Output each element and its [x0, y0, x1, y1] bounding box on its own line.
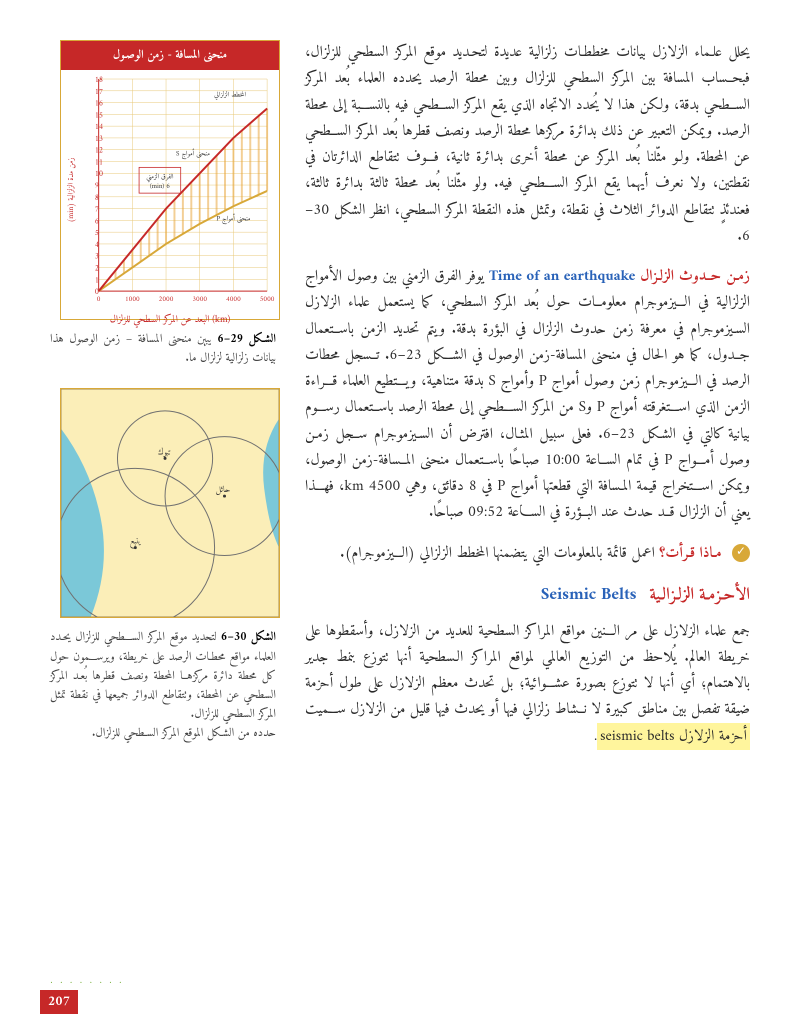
p2-text: يوفر الفرق الزمني بين وصول الأمواج الزلز… — [305, 263, 750, 526]
p3-highlight: أحزمة الزلازل seismic belts — [597, 723, 750, 750]
svg-text:المخطط الزلزالي: المخطط الزلزالي — [214, 90, 246, 102]
svg-text:3000: 3000 — [192, 294, 207, 306]
page-number: 207 — [40, 990, 78, 1014]
svg-text:1000: 1000 — [125, 294, 140, 306]
chart-xlabel: (km) البعد عن المركز السطحي للزلزال — [61, 310, 279, 332]
paragraph-1: يحلل علـماء الزلازل بيانات مخططـات زلزال… — [305, 40, 750, 250]
p3a: جمع علماء الزلازل على مر الـــنين مواقع … — [305, 618, 750, 724]
svg-text:5000: 5000 — [260, 294, 275, 306]
paragraph-2: زمـن حــدوث الزلـزال Time of an earthqua… — [305, 264, 750, 527]
caption-29: الشـكل 29–6 يبين منحنى المسافة – زمن الو… — [50, 330, 280, 368]
svg-text:6 (min): 6 (min) — [150, 181, 170, 193]
chart-title: منحنى المسافة - زمن الوصـول — [61, 41, 279, 70]
svg-text:زمن مدة الزلزالية (min): زمن مدة الزلزالية (min) — [65, 157, 79, 222]
epicenter-map: تبوك حائل ينبع — [60, 388, 280, 618]
readq-label: مـاذا قـرأت؟ — [659, 540, 721, 567]
svg-text:4000: 4000 — [226, 294, 241, 306]
readq-text: اعمل قائمة بالمعلومات التي يتضمنها المخط… — [340, 540, 655, 567]
section-ar: الأحـزمـة الزلـزالـية — [649, 580, 750, 610]
caption30-task: حدده من الشـكل الموقع المركز السـطحي للز… — [92, 723, 276, 744]
svg-text:0: 0 — [97, 294, 101, 306]
section-en: Seismic Belts — [541, 581, 637, 611]
caption29-bold: الشـكل 29–6 — [217, 329, 276, 350]
svg-text:2000: 2000 — [159, 294, 174, 306]
svg-text:منحنى أمواج P: منحنى أمواج P — [216, 212, 250, 225]
section-heading: الأحـزمـة الزلـزالـية Seismic Belts — [305, 581, 750, 611]
map-svg: تبوك حائل ينبع — [61, 389, 279, 617]
caption30-bold: الشكل 30–6 — [221, 627, 276, 648]
read-question: ✓ مـاذا قـرأت؟ اعمل قائمة بالمعلومات الت… — [305, 541, 750, 567]
caption-30: الشكل 30–6 لتحديد موقع المركز الســـطحي … — [50, 628, 280, 743]
svg-text:حائل: حائل — [216, 482, 231, 498]
time-heading-en: Time of an earthquake — [489, 264, 636, 290]
svg-text:ينبع: ينبع — [130, 534, 142, 550]
dist-time-chart: منحنى المسافة - زمن الوصـول 012345678910… — [60, 40, 280, 320]
chart-svg: 0123456789101112131415161718010002000300… — [61, 70, 279, 310]
check-icon: ✓ — [732, 544, 750, 562]
paragraph-3: جمع علماء الزلازل على مر الـــنين مواقع … — [305, 619, 750, 750]
svg-text:منحنى أمواج S: منحنى أمواج S — [176, 148, 210, 161]
time-heading-ar: زمـن حــدوث الزلـزال — [640, 263, 750, 290]
svg-text:تبوك: تبوك — [158, 445, 171, 461]
